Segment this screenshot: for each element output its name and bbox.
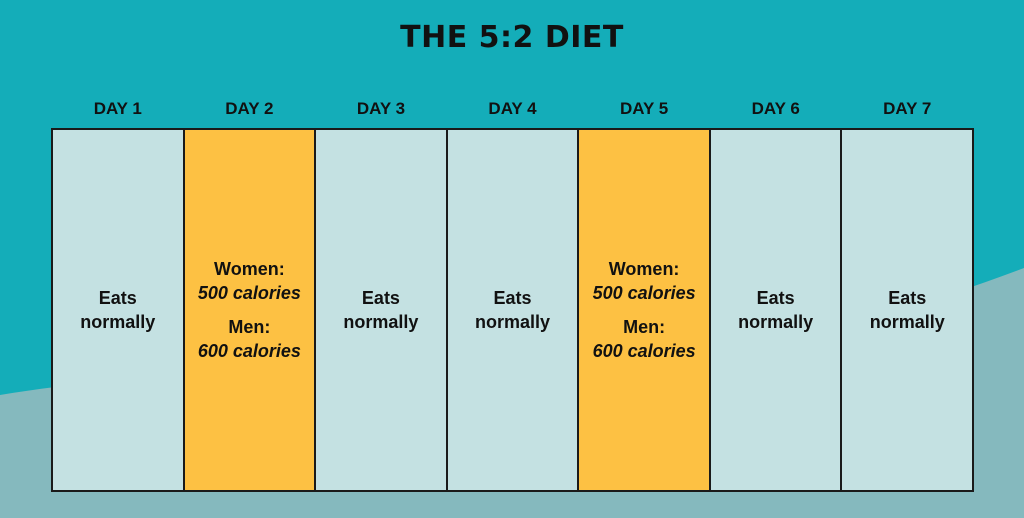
day-1-cell: Eats normally	[53, 130, 183, 490]
men-calories: 600 calories	[197, 341, 301, 361]
day-2-cell: Women: 500 calories Men: 600 calories	[182, 130, 315, 490]
day-label-1: DAY 1	[93, 99, 142, 118]
eats-text: Eats	[493, 288, 532, 308]
day-7-cell: Eats normally	[840, 130, 973, 490]
day-header-row: DAY 1 DAY 2 DAY 3 DAY 4 DAY 5 DAY 6 DAY …	[52, 96, 973, 122]
day-label-6: DAY 6	[751, 99, 800, 118]
normally-text: normally	[343, 312, 419, 332]
women-calories: 500 calories	[592, 283, 696, 303]
eats-text: Eats	[361, 288, 400, 308]
men-label: Men:	[623, 317, 666, 337]
week-grid: Eats normally Women: 500 calories Men: 6…	[51, 128, 974, 492]
normally-text: normally	[738, 312, 814, 332]
women-label: Women:	[608, 259, 680, 279]
day-label-2: DAY 2	[225, 99, 274, 118]
normally-text: normally	[80, 312, 156, 332]
day-4-cell: Eats normally	[445, 130, 578, 490]
day-label-4: DAY 4	[488, 99, 537, 118]
day-label-3: DAY 3	[356, 99, 406, 118]
men-label: Men:	[228, 317, 271, 337]
women-label: Women:	[214, 259, 285, 279]
eats-text: Eats	[888, 288, 927, 308]
eats-text: Eats	[98, 288, 137, 308]
eats-text: Eats	[756, 288, 795, 308]
women-calories: 500 calories	[197, 283, 301, 303]
day-label-7: DAY 7	[883, 99, 932, 118]
normally-text: normally	[475, 312, 551, 332]
day-label-5: DAY 5	[620, 99, 669, 118]
men-calories: 600 calories	[592, 341, 696, 361]
day-6-cell: Eats normally	[708, 130, 841, 490]
diagram-title: THE 5:2 DIET	[400, 20, 624, 55]
day-5-cell: Women: 500 calories Men: 600 calories	[577, 130, 709, 490]
normally-text: normally	[869, 312, 945, 332]
day-3-cell: Eats normally	[314, 130, 446, 490]
